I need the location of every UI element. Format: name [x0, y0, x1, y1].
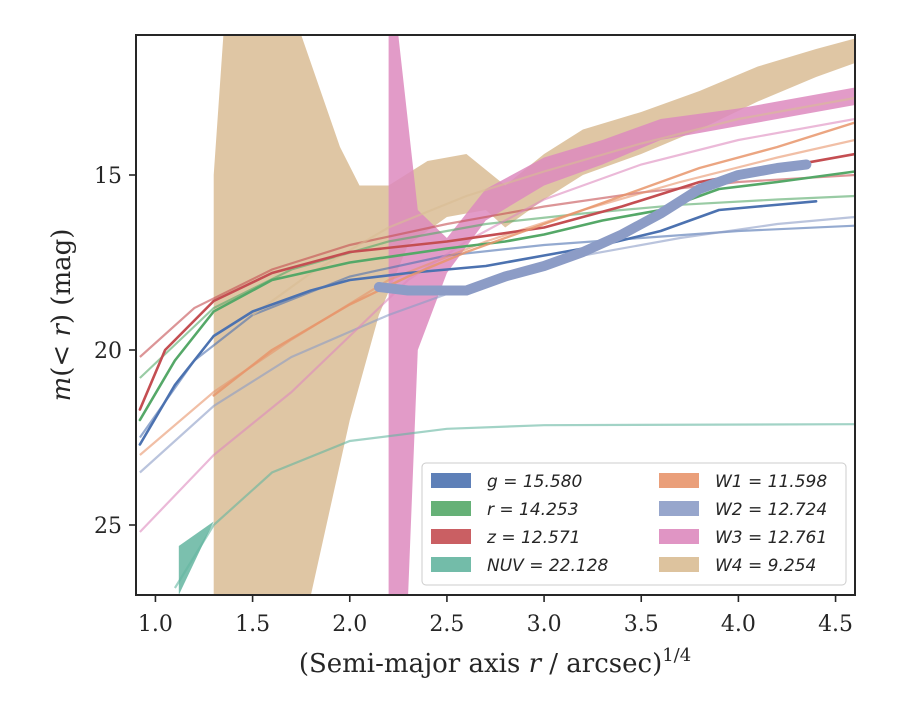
legend-label-g: g = 15.580	[487, 472, 582, 492]
model-curve-r	[139, 194, 855, 379]
legend-swatch-w3	[659, 529, 699, 544]
legend-label-w2: W2 = 12.724	[715, 500, 827, 520]
legend-swatch-z	[431, 529, 471, 544]
plot-frame	[135, 34, 856, 596]
plot-area	[138, 35, 855, 595]
legend-swatch-nuv	[431, 557, 471, 572]
legend-label-w4: W4 = 9.254	[715, 556, 816, 576]
y-axis-label-r: r	[47, 323, 77, 337]
y-tick-label: 20	[94, 339, 122, 364]
y-tick-label: 25	[94, 514, 122, 539]
x-axis-label-prefix: (Semi-major axis	[299, 649, 529, 679]
profile-line-g	[138, 200, 818, 446]
x-tick-label: 1.0	[138, 612, 173, 637]
profile-line-r	[138, 170, 855, 422]
y-tick-label: 15	[94, 164, 122, 189]
x-tick-label: 4.0	[721, 612, 756, 637]
x-axis-label-var: r	[529, 649, 543, 679]
x-axis-label: (Semi-major axis r / arcsec)1/4	[299, 645, 691, 679]
x-tick-label: 3.0	[527, 612, 562, 637]
x-tick-label: 4.5	[818, 612, 853, 637]
legend-swatch-w4	[659, 557, 699, 572]
legend-swatch-w1	[659, 473, 699, 488]
x-tick-label: 1.5	[235, 612, 270, 637]
y-axis-label-unit: (mag)	[47, 229, 77, 314]
y-axis-label-close: )	[47, 314, 77, 324]
legend-label-w3: W3 = 12.761	[715, 528, 827, 548]
legend-swatch-r	[431, 501, 471, 516]
x-tick-label: 2.5	[429, 612, 464, 637]
x-tick-label: 2.0	[332, 612, 367, 637]
legend-swatch-g	[431, 473, 471, 488]
band-w4	[213, 35, 855, 595]
band-w3	[388, 35, 855, 595]
axes: 1.0 1.5 2.0 2.5 3.0 3.5 4.0 4.5 15 20 25	[94, 164, 853, 637]
model-curve-w4	[251, 96, 855, 316]
y-axis-label-lt: <	[47, 337, 77, 367]
legend-label-nuv: NUV = 22.128	[487, 556, 609, 576]
y-axis-label-m: m	[47, 377, 77, 402]
legend-label-z: z = 12.571	[486, 528, 580, 548]
model-curve-nuv	[173, 423, 855, 589]
legend-label-w1: W1 = 11.598	[715, 472, 827, 492]
model-curve-w3	[139, 117, 855, 533]
legend: g = 15.580 r = 14.253 z = 12.571 NUV = 22.1…	[421, 462, 847, 586]
y-axis-label: m(< r) (mag)	[47, 229, 77, 402]
legend-swatch-w2	[659, 501, 699, 516]
band-nuv	[178, 521, 214, 595]
x-axis-label-suffix: / arcsec)	[541, 649, 662, 679]
profile-line-w2	[373, 159, 812, 296]
x-axis-label-exponent: 1/4	[662, 645, 691, 666]
legend-label-r: r = 14.253	[487, 500, 579, 520]
profile-line-w1	[212, 121, 855, 397]
x-tick-label: 3.5	[624, 612, 659, 637]
y-axis-label-open: (	[47, 367, 77, 377]
legend-box	[421, 462, 847, 586]
